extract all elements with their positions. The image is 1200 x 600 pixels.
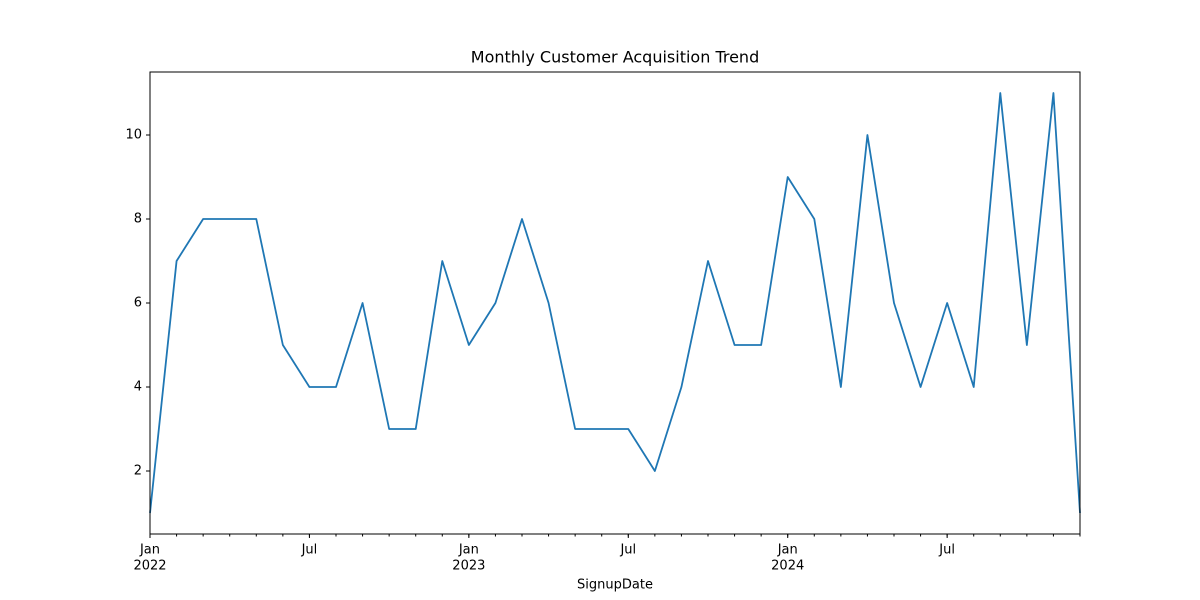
x-tick-year: 2023 bbox=[452, 559, 485, 574]
x-axis-label: SignupDate bbox=[577, 578, 653, 593]
x-tick-label: Jan bbox=[777, 543, 798, 558]
x-tick-label: Jan bbox=[458, 543, 479, 558]
x-tick-year: 2024 bbox=[771, 559, 804, 574]
y-tick-label: 8 bbox=[134, 212, 142, 227]
x-tick-year: 2022 bbox=[133, 559, 166, 574]
x-tick-label: Jul bbox=[619, 543, 636, 558]
y-tick-label: 4 bbox=[134, 380, 142, 395]
chart-title: Monthly Customer Acquisition Trend bbox=[471, 48, 759, 67]
x-tick-label: Jul bbox=[301, 543, 318, 558]
x-tick-label: Jul bbox=[938, 543, 955, 558]
line-series bbox=[149, 92, 1081, 514]
y-tick-label: 2 bbox=[134, 464, 142, 479]
plot-frame bbox=[149, 71, 1081, 535]
y-tick-label: 10 bbox=[125, 128, 142, 143]
x-tick-label: Jan bbox=[139, 543, 160, 558]
y-tick-label: 6 bbox=[134, 296, 142, 311]
